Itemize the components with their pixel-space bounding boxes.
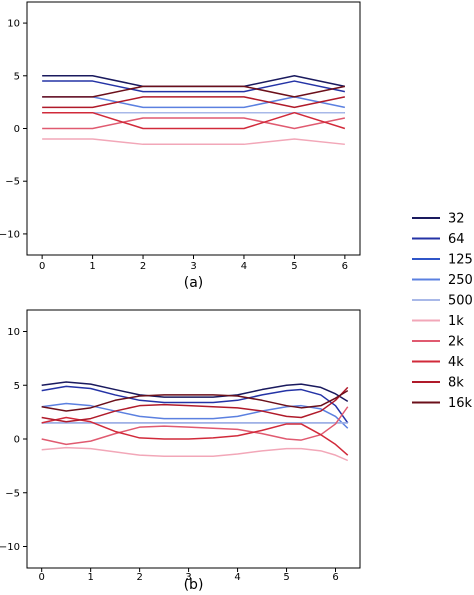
- series-line-4k: [41, 416, 349, 456]
- panel-caption: (b): [184, 577, 204, 593]
- legend-label: 16k: [448, 396, 473, 411]
- legend-entry: 250(: [412, 273, 474, 288]
- x-tick-label: 5: [283, 572, 289, 583]
- series-line-32: [41, 381, 349, 403]
- chart-panels: 0 1 2 3 4 5 6 10 5 0 −5 −10 (a) 0 1 2 3 4 5 6 10 5 0 −5 −10 (b): [0, 1, 361, 593]
- legend: 32 64 125( 250( 500 1k 2k 4k 8k 16k: [412, 212, 474, 411]
- series-line-8k: [42, 96, 346, 109]
- legend-entry: 2k: [412, 335, 464, 350]
- chart-panel-2: 0 1 2 3 4 5 6 10 5 0 −5 −10 (b): [0, 309, 361, 593]
- series-line-16k: [42, 85, 346, 98]
- legend-label: 8k: [448, 376, 464, 391]
- series-line-2500: [41, 402, 349, 429]
- y-tick-label: −10: [0, 229, 20, 240]
- y-tick-label: −5: [5, 488, 20, 499]
- series-line-16k: [41, 389, 349, 412]
- series-line-8k: [41, 386, 349, 423]
- x-tick-label: 2: [136, 572, 142, 583]
- legend-label: 125(: [448, 253, 474, 268]
- legend-label: 64: [448, 232, 465, 247]
- legend-entry: 1k: [412, 314, 464, 329]
- series-line-2k: [42, 117, 346, 130]
- x-tick-label: 0: [39, 261, 45, 272]
- legend-entry: 500: [412, 294, 473, 309]
- x-tick-label: 4: [241, 261, 247, 272]
- series-line-2k: [41, 406, 349, 446]
- x-tick-label: 3: [190, 261, 196, 272]
- chart-panel-1: 0 1 2 3 4 5 6 10 5 0 −5 −10 (a): [0, 1, 361, 291]
- series-line-1k: [41, 446, 349, 462]
- y-tick-label: 10: [7, 19, 20, 30]
- series-lines: [42, 75, 346, 146]
- y-tick-label: 10: [7, 327, 20, 338]
- y-tick-label: 0: [14, 124, 20, 135]
- legend-entry: 125(: [412, 253, 474, 268]
- legend-label: 500: [448, 294, 473, 309]
- legend-label: 2k: [448, 335, 464, 350]
- y-tick-label: −5: [5, 177, 20, 188]
- legend-entry: 16k: [412, 396, 473, 411]
- x-tick-label: 4: [234, 572, 240, 583]
- legend-entry: 8k: [412, 376, 464, 391]
- y-tick-label: 5: [14, 381, 20, 392]
- series-line-1k: [42, 138, 345, 146]
- panel-caption: (a): [184, 275, 204, 291]
- x-tick-label: 2: [140, 261, 146, 272]
- legend-label: 32: [448, 212, 465, 227]
- legend-label: 250(: [448, 273, 474, 288]
- series-line-64: [41, 385, 349, 424]
- legend-entry: 4k: [412, 355, 464, 370]
- series-line-4k: [42, 111, 346, 130]
- series-line-64: [42, 80, 346, 93]
- x-tick-label: 6: [342, 261, 348, 272]
- legend-entry: 64: [412, 232, 465, 247]
- x-tick-label: 0: [39, 572, 45, 583]
- x-tick-label: 1: [89, 261, 95, 272]
- y-tick-label: −10: [0, 542, 20, 553]
- y-tick-label: 0: [14, 435, 20, 446]
- legend-label: 1k: [448, 314, 464, 329]
- legend-entry: 32: [412, 212, 465, 227]
- x-tick-label: 3: [185, 572, 191, 583]
- legend-label: 4k: [448, 355, 464, 370]
- y-tick-label: 5: [14, 71, 20, 82]
- x-tick-label: 1: [87, 572, 93, 583]
- series-lines: [41, 381, 349, 462]
- x-tick-label: 5: [291, 261, 297, 272]
- x-tick-label: 6: [332, 572, 338, 583]
